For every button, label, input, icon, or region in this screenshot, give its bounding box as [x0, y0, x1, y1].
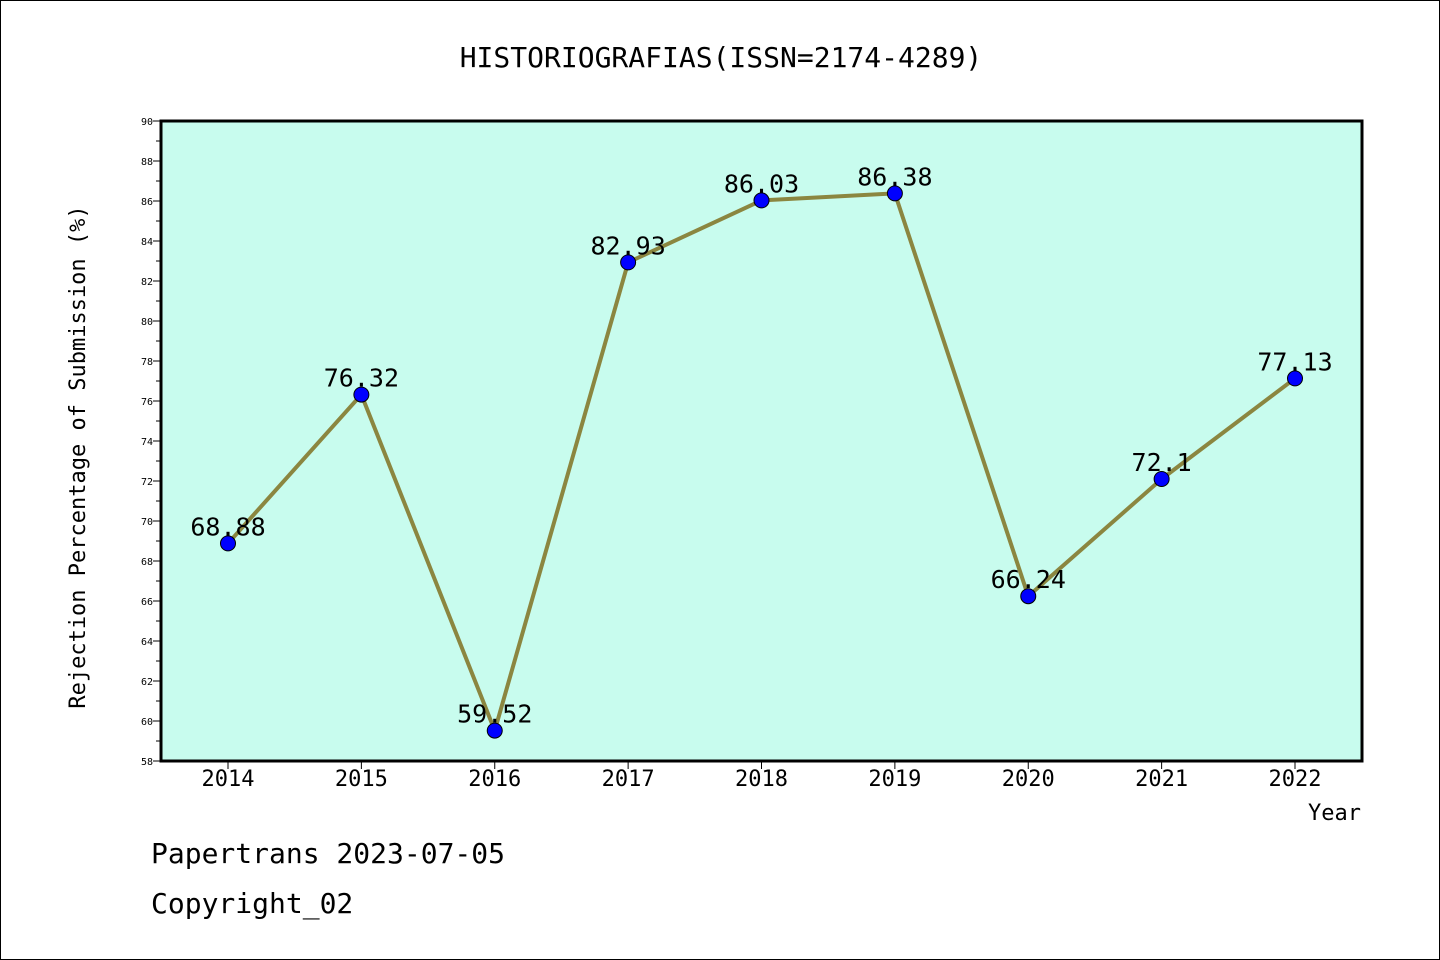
x-tick-label: 2014: [202, 767, 255, 792]
plot-area: [159, 119, 1364, 763]
y-tick-label: 58: [141, 757, 153, 768]
data-point: [220, 535, 236, 552]
y-tick-label: 74: [141, 437, 153, 448]
y-tick-label: 64: [141, 637, 153, 648]
data-point: [1020, 588, 1037, 605]
y-tick-label: 66: [141, 597, 153, 608]
y-tick-label: 72: [141, 477, 153, 488]
y-tick-label: 76: [141, 397, 153, 408]
y-tick-label: 80: [141, 317, 153, 328]
x-tick-label: 2019: [868, 767, 921, 792]
chart-title: HISTORIOGRAFIAS(ISSN=2174-4289): [460, 41, 983, 74]
data-point: [753, 192, 770, 209]
y-axis: 58 60 62 64 66 68 70 72 74 76 78 80 82 84 86 88 90: [141, 117, 161, 768]
y-tick-label: 84: [141, 237, 153, 248]
y-tick-label: 78: [141, 357, 153, 368]
data-point: [486, 722, 503, 739]
x-tick-label: 2017: [602, 767, 655, 792]
y-tick-label: 70: [141, 517, 153, 528]
data-point: [620, 254, 637, 271]
data-point: [1153, 471, 1170, 487]
data-point: [353, 386, 370, 403]
x-tick-label: 2022: [1269, 767, 1322, 792]
data-point: [886, 185, 903, 202]
y-tick-label: 90: [141, 117, 153, 128]
data-point: [1287, 370, 1303, 387]
y-axis-label: Rejection Percentage of Submission (%): [66, 205, 91, 708]
y-tick-label: 86: [141, 197, 153, 208]
y-tick-label: 68: [141, 557, 153, 568]
x-tick-label: 2020: [1002, 767, 1055, 792]
x-axis: 2014 2015 2016 2017 2018 2019 2020 2021 2022: [202, 761, 1322, 792]
x-tick-label: 2016: [468, 767, 521, 792]
footer-copyright-text: Copyright_02: [151, 887, 353, 921]
y-tick-label: 88: [141, 157, 153, 168]
x-axis-label: Year: [1308, 801, 1361, 826]
x-tick-label: 2021: [1135, 767, 1188, 792]
y-tick-label: 60: [141, 717, 153, 728]
y-tick-label: 82: [141, 277, 153, 288]
y-tick-label: 62: [141, 677, 153, 688]
x-tick-label: 2015: [335, 767, 388, 792]
footer-date-text: Papertrans 2023-07-05: [151, 837, 505, 870]
x-tick-label: 2018: [735, 767, 788, 792]
